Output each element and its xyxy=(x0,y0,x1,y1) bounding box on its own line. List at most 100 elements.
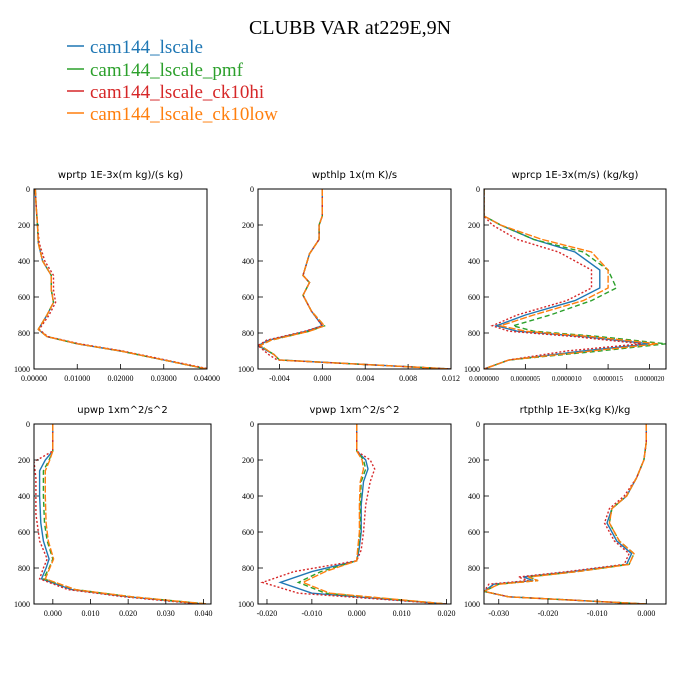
y-tick-label: 400 xyxy=(18,257,30,266)
chart-panel: wpthlp 1x(m K)/s 0 200 400 600 800 1000 -0.004 0… xyxy=(238,170,460,383)
plot-frame xyxy=(33,188,208,370)
x-tick-label: 0.03000 xyxy=(151,374,177,383)
x-tick-label: -0.004 xyxy=(269,374,290,383)
series-line xyxy=(484,424,647,604)
series-line xyxy=(258,189,451,369)
y-tick-label: 800 xyxy=(242,564,254,573)
x-tick-label: 0.02000 xyxy=(108,374,134,383)
legend-label: cam144_lscale_pmf xyxy=(90,60,244,81)
y-tick-label: 0 xyxy=(250,420,254,429)
x-tick-label: 0.000 xyxy=(44,609,62,618)
y-tick-label: 800 xyxy=(18,329,30,338)
series-line xyxy=(34,189,207,369)
y-tick-label: 200 xyxy=(18,456,30,465)
series-group xyxy=(260,424,447,604)
y-tick-label: 200 xyxy=(242,456,254,465)
chart-panel: upwp 1xm^2/s^2 0 200 400 600 800 1000 0.000 0.01… xyxy=(14,405,212,618)
chart-title: rtpthlp 1E-3x(kg K)/kg xyxy=(520,405,631,416)
series-line xyxy=(258,189,451,369)
y-tick-label: 1000 xyxy=(14,365,30,374)
plot-frame xyxy=(483,423,667,605)
y-tick-label: 800 xyxy=(18,564,30,573)
y-tick-label: 800 xyxy=(468,564,480,573)
chart-panel: wprtp 1E-3x(m kg)/(s kg) 0 200 400 600 800 100… xyxy=(14,170,220,383)
legend-label: cam144_lscale_ck10hi xyxy=(90,82,264,103)
x-tick-label: 0.020 xyxy=(438,609,456,618)
y-tick-label: 400 xyxy=(468,492,480,501)
x-tick-label: -0.020 xyxy=(538,609,559,618)
series-line xyxy=(484,189,658,369)
figure-title: CLUBB VAR at229E,9N xyxy=(249,17,451,39)
x-tick-label: 0.000 xyxy=(313,374,331,383)
x-tick-label: 0.0000010 xyxy=(552,375,582,383)
legend-entry: cam144_lscale xyxy=(67,37,203,58)
y-tick-label: 800 xyxy=(242,329,254,338)
chart-title: upwp 1xm^2/s^2 xyxy=(77,405,167,416)
x-tick-label: 0.0000000 xyxy=(469,375,499,383)
chart-panel: rtpthlp 1E-3x(kg K)/kg02004006008001000-… xyxy=(464,405,667,618)
series-line xyxy=(34,189,207,369)
x-tick-label: 0.040 xyxy=(194,609,212,618)
y-tick-label: 600 xyxy=(242,528,254,537)
series-line xyxy=(278,424,447,604)
series-line xyxy=(260,424,447,604)
x-tick-label: 0.0000005 xyxy=(510,375,540,383)
y-tick-label: 600 xyxy=(468,528,480,537)
y-tick-label: 0 xyxy=(250,185,254,194)
series-group xyxy=(484,424,647,604)
series-line xyxy=(484,424,647,604)
y-tick-label: 600 xyxy=(18,293,30,302)
series-line xyxy=(484,189,666,369)
series-line xyxy=(258,189,451,369)
legend-entry: cam144_lscale_pmf xyxy=(67,60,244,81)
series-line xyxy=(34,424,200,604)
series-line xyxy=(42,424,208,604)
x-tick-label: 0.00000 xyxy=(21,374,47,383)
y-tick-label: 1000 xyxy=(464,600,480,609)
series-group xyxy=(34,189,207,369)
legend-entry: cam144_lscale_ck10hi xyxy=(67,82,264,103)
x-tick-label: 0.04000 xyxy=(194,374,220,383)
legend-label: cam144_lscale_ck10low xyxy=(90,104,278,125)
y-tick-label: 400 xyxy=(242,492,254,501)
y-tick-label: 1000 xyxy=(238,600,254,609)
y-tick-label: 400 xyxy=(18,492,30,501)
x-tick-label: -0.020 xyxy=(257,609,278,618)
x-tick-label: 0.008 xyxy=(399,374,417,383)
series-group xyxy=(258,189,451,369)
y-tick-label: 200 xyxy=(18,221,30,230)
series-line xyxy=(301,424,447,604)
series-line xyxy=(44,424,208,604)
x-tick-label: -0.010 xyxy=(302,609,323,618)
series-line xyxy=(34,189,207,369)
y-tick-label: 200 xyxy=(468,221,480,230)
x-tick-label: 0.01000 xyxy=(64,374,90,383)
series-line xyxy=(38,424,204,604)
y-tick-label: 200 xyxy=(242,221,254,230)
legend: cam144_lscale cam144_lscale_pmf cam144_l… xyxy=(67,37,278,125)
x-tick-label: 0.0000020 xyxy=(635,375,665,383)
legend-label: cam144_lscale xyxy=(90,37,203,58)
series-line xyxy=(484,189,650,369)
plot-frame xyxy=(257,188,452,370)
y-tick-label: 1000 xyxy=(14,600,30,609)
y-tick-label: 600 xyxy=(242,293,254,302)
x-tick-label: 0.010 xyxy=(81,609,99,618)
series-group xyxy=(34,424,208,604)
series-line xyxy=(258,189,451,369)
chart-title: wprtp 1E-3x(m kg)/(s kg) xyxy=(58,170,183,181)
plot-frame xyxy=(33,423,212,605)
plot-frame xyxy=(257,423,452,605)
y-tick-label: 600 xyxy=(468,293,480,302)
x-tick-label: 0.0000015 xyxy=(593,375,623,383)
y-tick-label: 0 xyxy=(26,420,30,429)
legend-entry: cam144_lscale_ck10low xyxy=(67,104,278,125)
y-tick-label: 1000 xyxy=(464,365,480,374)
chart-title: wprcp 1E-3x(m/s) (kg/kg) xyxy=(512,170,639,181)
y-tick-label: 1000 xyxy=(238,365,254,374)
series-line xyxy=(34,189,207,369)
x-tick-label: -0.030 xyxy=(488,609,509,618)
x-tick-label: 0.020 xyxy=(119,609,137,618)
x-tick-label: 0.000 xyxy=(348,609,366,618)
